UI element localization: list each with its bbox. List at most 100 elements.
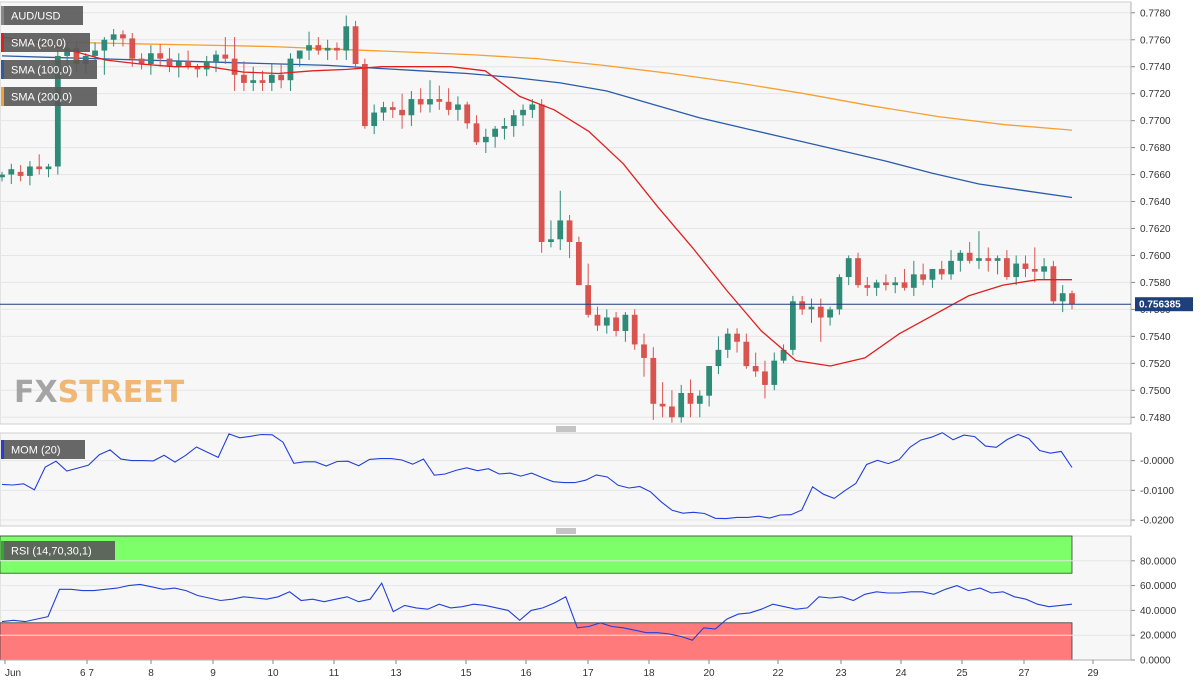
candle — [241, 61, 247, 91]
momentum-tick-label: -0.0000 — [1140, 456, 1174, 467]
legend-momentum: MOM (20) — [1, 440, 85, 459]
candle — [762, 360, 768, 399]
candle — [1050, 260, 1057, 305]
x-tick-label: 18 — [643, 668, 655, 679]
legend-rsi: RSI (14,70,30,1) — [1, 541, 115, 560]
candle — [222, 37, 229, 65]
candle-body — [241, 74, 247, 83]
legend-sma100: SMA (100,0) — [1, 60, 97, 79]
candle-body — [762, 371, 768, 385]
rsi-tick-label: 80.0000 — [1140, 556, 1177, 567]
candle — [892, 277, 899, 294]
candle-body — [557, 220, 564, 240]
candle — [455, 96, 461, 121]
price-panel-bg — [0, 1, 1132, 425]
candle-body — [864, 285, 871, 288]
candle-body — [948, 260, 954, 275]
candle — [715, 336, 722, 375]
candle-body — [594, 314, 601, 326]
sma100-line — [1, 55, 1073, 199]
candle-body — [157, 53, 164, 59]
legend-symbol: AUD/USD — [1, 6, 83, 25]
x-tick-label: 29 — [1087, 668, 1099, 679]
candle — [641, 333, 647, 377]
candle — [743, 333, 750, 369]
candle — [696, 390, 703, 418]
candle-body — [901, 282, 908, 288]
candle — [250, 66, 257, 91]
candle — [175, 53, 182, 78]
candle — [631, 309, 638, 350]
candle — [817, 298, 824, 342]
candle-body — [734, 333, 740, 342]
candle-body — [789, 301, 796, 350]
candle — [101, 37, 108, 75]
candle-body — [334, 47, 340, 51]
candle — [110, 28, 117, 47]
candle — [213, 50, 219, 73]
x-tick-label: 24 — [895, 668, 907, 679]
candle-body — [371, 112, 378, 127]
candle-body — [855, 258, 861, 286]
legend-sma200-label: SMA (200,0) — [11, 92, 72, 104]
candle-body — [306, 45, 312, 51]
candle-body — [771, 360, 778, 385]
candle-body — [799, 301, 806, 310]
legend-sma200: SMA (200,0) — [1, 87, 97, 106]
candle-body — [957, 252, 964, 261]
candle — [389, 101, 396, 118]
candle — [157, 43, 164, 67]
candle — [45, 163, 52, 178]
panel-splitter — [556, 528, 576, 534]
price-tick-label: 0.7600 — [1140, 251, 1171, 262]
candle-body — [166, 58, 173, 67]
candle — [259, 70, 266, 91]
candle — [436, 85, 443, 110]
candle-body — [250, 80, 257, 83]
candle-body — [687, 392, 694, 404]
sma20-line — [1, 36, 1072, 367]
legend-momentum-label: MOM (20) — [11, 445, 61, 457]
legend-sma200-bg — [1, 87, 97, 106]
legend-sma100-bg — [1, 60, 97, 79]
candle — [268, 64, 275, 91]
candle-body — [278, 74, 285, 81]
candle-body — [501, 126, 508, 129]
x-tick-label: 23 — [835, 668, 847, 679]
candle — [166, 47, 173, 73]
candle — [706, 366, 713, 407]
candle — [780, 344, 787, 364]
price-tag-bg — [1135, 297, 1193, 312]
candle — [445, 88, 452, 116]
price-tick-label: 0.7700 — [1140, 116, 1171, 127]
watermark-part-fx: FX — [14, 375, 58, 410]
candle-body — [613, 317, 619, 331]
candle-body — [380, 107, 387, 113]
x-tick-label: Jun — [5, 668, 21, 679]
candle-body — [743, 341, 750, 367]
candle-body — [1041, 266, 1047, 272]
candle-body — [175, 61, 182, 67]
candle-body — [631, 314, 638, 345]
candle-body — [8, 169, 15, 175]
candle-body — [129, 38, 136, 59]
price-tick-label: 0.7780 — [1140, 8, 1171, 19]
candle — [510, 109, 517, 137]
candle-body — [994, 258, 1001, 261]
candle — [492, 126, 499, 148]
candle — [380, 101, 387, 121]
candle — [464, 101, 471, 129]
legend-sma20-label: SMA (20,0) — [11, 38, 66, 50]
candle — [0, 171, 5, 182]
legend-symbol-bg — [1, 6, 83, 25]
x-tick-label: 6 7 — [80, 668, 94, 679]
candle — [603, 309, 610, 334]
momentum-line — [1, 432, 1073, 520]
candle — [864, 277, 871, 296]
candle-body — [27, 166, 33, 176]
candle — [501, 117, 508, 140]
candle-body — [110, 34, 117, 40]
candle-body — [836, 277, 843, 310]
candle-body — [82, 55, 89, 65]
candle — [771, 352, 778, 391]
